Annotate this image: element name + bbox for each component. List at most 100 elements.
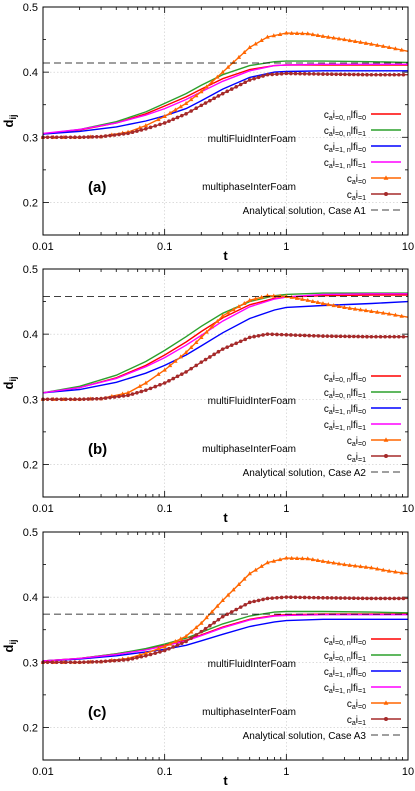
data-point [178,636,183,641]
data-point [298,71,302,76]
data-point [225,64,231,69]
data-point [369,41,374,46]
legend-label: cai=0 [347,436,366,448]
data-point [238,605,243,609]
data-point [82,397,86,401]
data-point [329,72,334,77]
data-point [284,293,289,298]
data-point [298,333,302,338]
legend-item-2: cai=0, nlfi=1 multiFluidInterFoam [208,651,401,670]
data-point [167,363,173,368]
data-point [148,652,153,657]
data-point [399,570,404,575]
data-point [275,72,279,76]
data-point [173,639,178,644]
data-point [293,595,298,600]
data-point [315,558,321,563]
data-point [271,33,276,38]
data-point [243,602,248,607]
data-point [284,555,289,560]
data-point [189,366,193,371]
data-point [343,334,347,339]
data-point [171,117,176,122]
data-point [175,374,180,379]
data-point [103,659,108,664]
y-tick-label: 0.5 [23,264,38,276]
data-point [135,129,139,133]
data-point [199,620,204,625]
y-tick-label: 0.5 [23,527,38,539]
data-point [203,357,208,362]
data-point [270,72,274,77]
series-3 [42,70,408,135]
series-6 [41,595,408,665]
data-point [183,349,189,354]
data-point [121,132,126,136]
data-point [352,38,358,43]
data-point [243,337,248,342]
x-tick-label: 10 [402,766,414,778]
data-point [347,38,352,43]
data-point [68,660,73,665]
legend-marker [384,454,388,458]
data-point [383,596,387,601]
data-point [112,395,117,399]
data-point [392,596,397,601]
data-point [225,310,231,315]
data-point [50,135,54,140]
data-point [261,74,265,78]
data-point [156,117,161,122]
data-point [247,571,252,576]
series-line [42,70,408,135]
data-point [374,596,378,601]
data-point [208,623,212,628]
data-point [271,558,276,563]
legend-label: Analytical solution, Case A2 [243,468,367,479]
data-point [305,556,310,561]
data-point [156,371,161,376]
data-point [347,305,352,310]
data-point [153,384,158,389]
data-point [265,332,270,336]
y-tick-label: 0.3 [23,132,38,144]
x-tick-label: 1 [283,241,289,253]
data-point [158,650,162,654]
data-point [393,569,398,574]
series-line [42,614,408,662]
data-point [338,72,343,77]
data-point [347,562,352,567]
data-point [293,333,298,337]
data-point [336,36,342,41]
y-tick-label: 0.4 [23,67,38,79]
data-point [307,72,312,76]
data-point [363,40,369,45]
y-tick-label: 0.2 [23,197,38,209]
data-point [199,360,204,364]
data-point [126,131,130,136]
data-point [310,32,316,37]
data-point [144,653,148,658]
data-point [203,101,208,105]
legend-item-5: cai=0 multiphaseInterFoam [202,699,401,718]
data-point [342,562,347,567]
data-point [229,610,234,614]
data-point [208,98,212,103]
legend-group-label: multiphaseInterFoam [202,182,296,193]
data-point [180,641,184,646]
series-line [43,557,409,663]
legend-label: cai=0, nlfi=0 [324,372,366,384]
data-point [139,389,144,394]
data-point [284,30,289,35]
data-point [338,334,343,339]
data-point [325,334,330,338]
data-point [363,564,369,569]
data-point [215,603,220,608]
series-5 [40,293,409,401]
legend-label: cai=0, nlfi=1 [324,388,366,400]
data-point [401,72,406,77]
data-point [277,31,283,36]
data-point [279,332,284,337]
data-point [183,633,189,638]
